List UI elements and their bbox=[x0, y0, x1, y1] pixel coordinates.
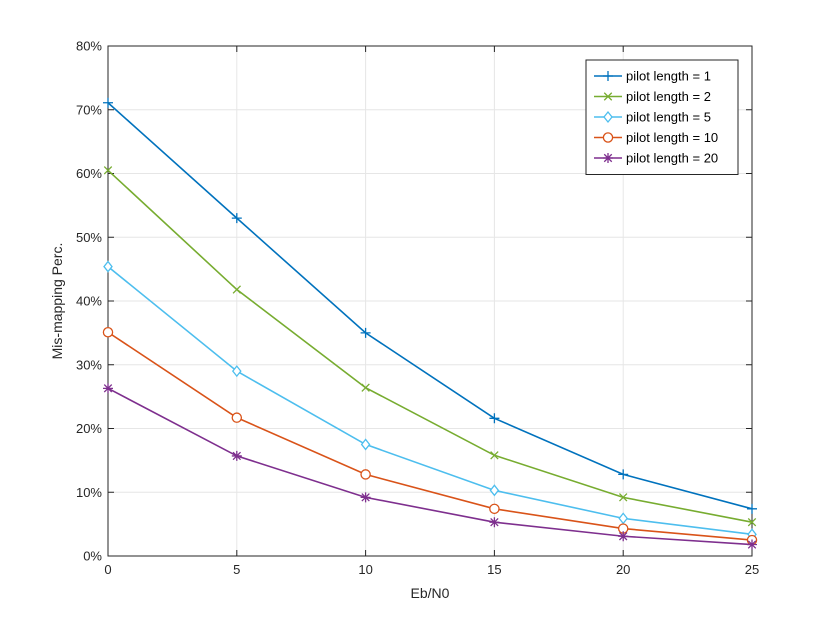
legend-item: pilot length = 5 bbox=[594, 110, 711, 125]
data-point bbox=[490, 451, 499, 460]
data-point bbox=[231, 365, 242, 378]
data-point bbox=[603, 110, 613, 124]
data-point bbox=[231, 450, 242, 461]
series-4 bbox=[102, 326, 758, 546]
series-line bbox=[107, 169, 753, 523]
data-point bbox=[603, 92, 613, 101]
data-point bbox=[360, 327, 371, 338]
data-point bbox=[231, 213, 242, 224]
series-line bbox=[107, 265, 753, 536]
series-line bbox=[107, 387, 753, 546]
data-point bbox=[103, 260, 113, 273]
data-point bbox=[603, 71, 613, 81]
data-point bbox=[747, 503, 757, 514]
legend-item: pilot length = 10 bbox=[594, 130, 718, 145]
data-point bbox=[747, 539, 757, 550]
x-tick-label: 0 bbox=[104, 562, 111, 577]
series-line bbox=[107, 102, 753, 510]
series-5 bbox=[103, 383, 757, 550]
data-point bbox=[103, 383, 113, 394]
data-point bbox=[602, 132, 614, 143]
legend-label: pilot length = 1 bbox=[626, 69, 711, 84]
data-point bbox=[618, 469, 629, 480]
y-tick-label: 60% bbox=[76, 166, 102, 181]
legend-item: pilot length = 20 bbox=[594, 151, 718, 166]
data-point bbox=[103, 166, 113, 175]
series-line bbox=[107, 331, 753, 541]
y-axis-ticks: 0% 10% 20% 30% 40% 50% 60% 70% 80% bbox=[76, 39, 752, 564]
data-point bbox=[618, 493, 628, 502]
y-tick-label: 10% bbox=[76, 485, 102, 500]
data-point bbox=[489, 413, 500, 424]
legend-item: pilot length = 1 bbox=[594, 69, 711, 84]
y-tick-label: 40% bbox=[76, 294, 102, 309]
data-point bbox=[489, 484, 500, 497]
series-group bbox=[102, 97, 758, 550]
x-tick-label: 15 bbox=[487, 562, 501, 577]
series-3 bbox=[103, 260, 757, 541]
y-tick-label: 80% bbox=[76, 39, 102, 54]
legend-label: pilot length = 20 bbox=[626, 151, 718, 166]
data-point bbox=[360, 438, 371, 451]
data-point bbox=[102, 326, 114, 338]
x-tick-label: 25 bbox=[745, 562, 759, 577]
y-tick-label: 30% bbox=[76, 357, 102, 372]
y-tick-label: 20% bbox=[76, 421, 102, 436]
data-point bbox=[489, 503, 500, 515]
series-1 bbox=[103, 97, 757, 514]
y-axis-label: Mis-mapping Perc. bbox=[49, 243, 65, 360]
data-point bbox=[361, 383, 370, 392]
data-point bbox=[747, 518, 757, 527]
x-tick-label: 5 bbox=[233, 562, 240, 577]
data-point bbox=[603, 153, 613, 163]
legend-label: pilot length = 5 bbox=[626, 110, 711, 125]
data-point bbox=[360, 492, 371, 503]
data-point bbox=[360, 469, 371, 480]
data-point bbox=[618, 531, 629, 542]
legend-label: pilot length = 2 bbox=[626, 89, 711, 104]
y-tick-label: 50% bbox=[76, 230, 102, 245]
x-axis-ticks: 0 5 10 15 20 25 bbox=[104, 46, 759, 577]
series-2 bbox=[103, 166, 757, 527]
y-tick-label: 70% bbox=[76, 102, 102, 117]
data-point bbox=[489, 517, 500, 528]
data-point bbox=[231, 412, 243, 423]
legend-item: pilot length = 2 bbox=[594, 89, 711, 104]
data-point bbox=[232, 285, 242, 294]
x-axis-label: Eb/N0 bbox=[411, 585, 450, 601]
legend-label: pilot length = 10 bbox=[626, 130, 718, 145]
legend: pilot length = 1 pilot length = 2 pilot le… bbox=[585, 59, 739, 175]
x-tick-label: 20 bbox=[616, 562, 630, 577]
data-point bbox=[103, 97, 113, 108]
y-tick-label: 0% bbox=[83, 549, 102, 564]
x-tick-label: 10 bbox=[358, 562, 372, 577]
